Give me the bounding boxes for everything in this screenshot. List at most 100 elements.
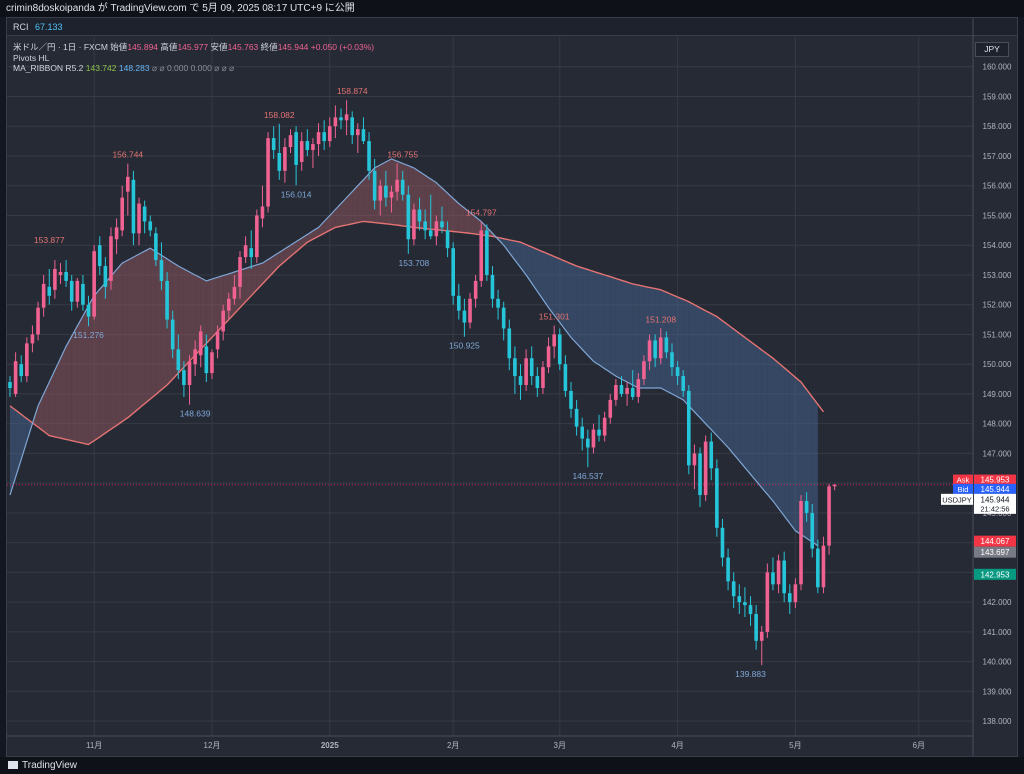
candle-body bbox=[361, 129, 366, 142]
candle bbox=[165, 271, 169, 329]
ribbon-segment bbox=[430, 179, 437, 230]
pivot-label: 150.925 bbox=[449, 341, 480, 351]
candle bbox=[642, 355, 646, 386]
candle-body bbox=[378, 185, 383, 201]
candle-body bbox=[148, 221, 153, 231]
ribbon-segment bbox=[268, 255, 274, 278]
currency-button[interactable]: JPY bbox=[975, 42, 1009, 57]
candle-body bbox=[748, 605, 753, 615]
price-chart[interactable]: 138.000139.000140.000141.000142.000143.0… bbox=[7, 18, 1017, 756]
candle bbox=[114, 218, 119, 255]
ribbon-segment bbox=[453, 198, 459, 233]
ribbon-segment bbox=[772, 358, 779, 509]
ribbon-segment bbox=[520, 242, 527, 275]
ribbon-segment bbox=[582, 267, 588, 356]
y-tick-label: 138.000 bbox=[983, 717, 1012, 726]
candle-body bbox=[283, 147, 287, 171]
candle-body bbox=[574, 408, 579, 427]
candle-body bbox=[92, 251, 96, 317]
ribbon-segment bbox=[397, 161, 403, 226]
candle-body bbox=[159, 260, 164, 281]
candle-body bbox=[703, 441, 708, 496]
candle-body bbox=[81, 283, 85, 305]
ribbon-segment bbox=[722, 320, 729, 448]
ribbon-segment bbox=[660, 289, 667, 391]
candle-body bbox=[440, 221, 444, 228]
candle-body bbox=[238, 257, 242, 287]
chart-panel[interactable]: RCI 67.133 138.000 139.000 140.000 141.000 1… bbox=[6, 17, 1018, 757]
price-tag-bid-box bbox=[953, 483, 973, 494]
candle bbox=[653, 334, 657, 368]
candle-body bbox=[131, 179, 136, 234]
ribbon-segment bbox=[458, 203, 465, 233]
ribbon-segment bbox=[627, 282, 633, 386]
candle-body bbox=[804, 501, 809, 513]
ribbon-segment bbox=[425, 175, 431, 230]
ribbon-segment bbox=[733, 329, 740, 461]
ribbon-segment bbox=[357, 179, 364, 223]
candle-body bbox=[232, 286, 237, 299]
pivot-label: 158.874 bbox=[337, 86, 368, 96]
candle bbox=[485, 224, 489, 281]
ribbon-segment bbox=[211, 277, 218, 338]
y-tick-label: 160.000 bbox=[983, 63, 1012, 72]
price-tag-level1-value: 144.067 bbox=[981, 537, 1010, 546]
x-tick-label: 11月 bbox=[86, 741, 102, 750]
candle bbox=[743, 587, 747, 618]
candle-body bbox=[715, 468, 719, 528]
candle-body bbox=[832, 484, 837, 487]
candle bbox=[557, 328, 562, 371]
y-tick-label: 158.000 bbox=[983, 122, 1012, 131]
candle bbox=[670, 343, 674, 377]
ribbon-segment bbox=[565, 261, 571, 338]
candle-body bbox=[41, 283, 46, 308]
candle-body bbox=[137, 203, 141, 234]
ribbon-segment bbox=[537, 249, 543, 300]
candle-body bbox=[569, 390, 573, 409]
price-tag-bid-value: 145.944 bbox=[981, 485, 1010, 494]
candle-body bbox=[501, 307, 506, 329]
candle bbox=[681, 370, 685, 397]
ribbon-segment bbox=[610, 276, 616, 377]
candle bbox=[361, 117, 366, 145]
price-tag-symbol: USDJPY bbox=[942, 495, 972, 504]
y-tick-label: 148.000 bbox=[983, 420, 1012, 429]
ribbon-segment bbox=[296, 238, 302, 252]
candle bbox=[771, 557, 775, 591]
candle-body bbox=[580, 426, 585, 439]
candle bbox=[793, 578, 798, 609]
ribbon-segment bbox=[251, 264, 257, 296]
candle bbox=[182, 361, 186, 397]
ribbon-segment bbox=[256, 263, 263, 290]
candle-body bbox=[126, 176, 130, 192]
candle-body bbox=[412, 209, 416, 240]
candle-body bbox=[754, 614, 758, 641]
ribbon-segment bbox=[144, 248, 151, 404]
pivot-label: 156.755 bbox=[387, 149, 418, 159]
candle-body bbox=[428, 230, 433, 237]
candle-body bbox=[109, 236, 113, 281]
candle-body bbox=[305, 141, 310, 151]
rci-value: 67.133 bbox=[35, 22, 63, 32]
grid-lines bbox=[7, 37, 973, 736]
candle bbox=[378, 179, 383, 216]
candle bbox=[625, 382, 629, 406]
pivot-label: 158.082 bbox=[264, 110, 295, 120]
ribbon-segment bbox=[795, 377, 802, 535]
ribbon-segment bbox=[340, 197, 347, 227]
ribbon-segment bbox=[750, 341, 757, 481]
candle bbox=[709, 432, 714, 481]
candle-body bbox=[563, 364, 568, 391]
candle bbox=[356, 123, 360, 154]
candle-body bbox=[737, 596, 742, 603]
ma-fast-line bbox=[9, 220, 825, 446]
ribbon-segment bbox=[335, 203, 341, 228]
candle-body bbox=[8, 382, 12, 388]
candle-body bbox=[653, 340, 657, 359]
pivot-label: 146.537 bbox=[572, 471, 603, 481]
y-tick-label: 153.000 bbox=[983, 271, 1012, 280]
candle-body bbox=[154, 233, 158, 261]
ribbon-segment bbox=[728, 324, 734, 455]
candle-body bbox=[771, 572, 775, 585]
rci-indicator-strip[interactable]: RCI 67.133 bbox=[7, 18, 1017, 36]
